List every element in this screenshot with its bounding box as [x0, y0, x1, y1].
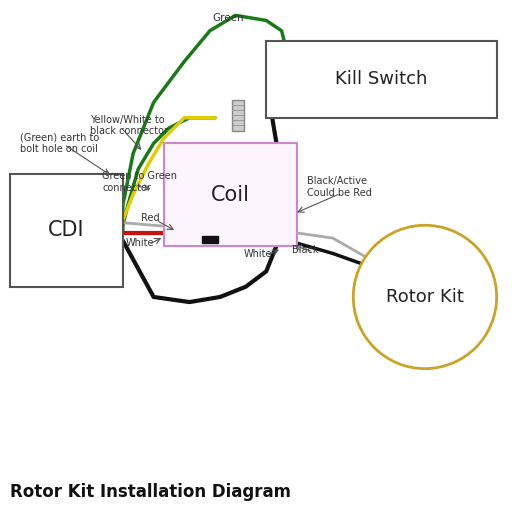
Bar	[232, 100, 244, 131]
Text: White: White	[243, 249, 272, 260]
Text: Rotor Kit Installation Diagram: Rotor Kit Installation Diagram	[10, 482, 291, 501]
Bar	[10, 174, 123, 287]
Circle shape	[353, 225, 497, 369]
Text: White: White	[125, 238, 154, 248]
Text: (Green) earth to
bolt hole on coil: (Green) earth to bolt hole on coil	[20, 133, 100, 154]
Bar	[202, 236, 218, 243]
Text: Kill Switch: Kill Switch	[335, 70, 428, 89]
Text: Yellow/White to
black connector: Yellow/White to black connector	[90, 115, 167, 136]
Bar	[266, 41, 497, 118]
Text: Green to Green
connector: Green to Green connector	[102, 171, 177, 193]
Text: Black: Black	[292, 245, 318, 255]
Text: Red: Red	[141, 213, 159, 223]
Text: Green: Green	[212, 13, 244, 23]
Text: CDI: CDI	[48, 220, 85, 241]
Text: Black/Active
Could be Red: Black/Active Could be Red	[307, 176, 372, 198]
Bar	[164, 143, 297, 246]
Text: Coil: Coil	[211, 184, 250, 205]
Text: Rotor Kit: Rotor Kit	[386, 288, 464, 306]
